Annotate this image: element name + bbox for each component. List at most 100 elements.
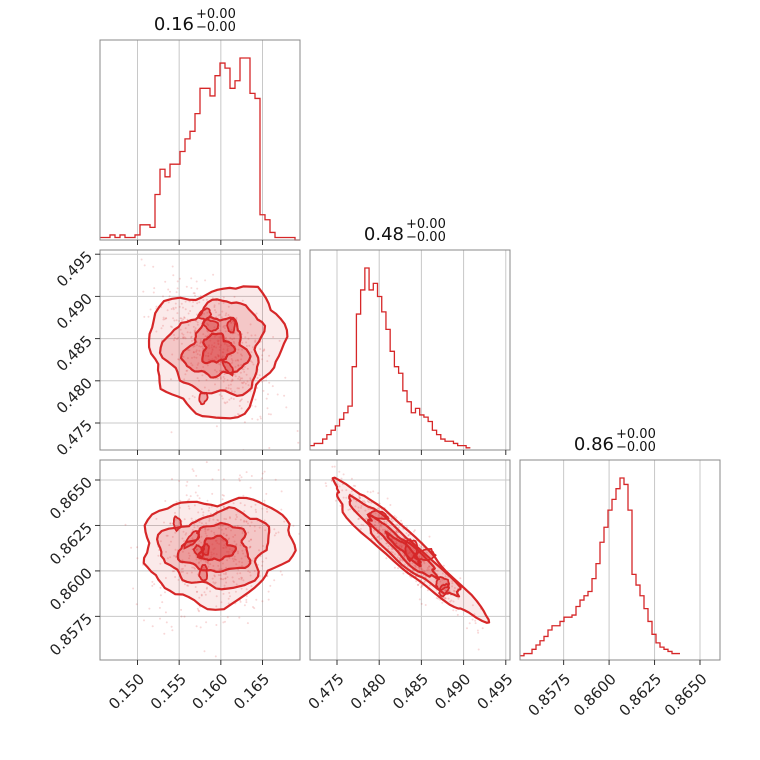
scatter-point: [360, 505, 363, 507]
scatter-point: [262, 350, 265, 352]
scatter-point: [136, 546, 139, 549]
scatter-point: [198, 345, 201, 348]
scatter-point: [200, 522, 203, 525]
scatter-point: [237, 377, 240, 380]
scatter-point: [399, 544, 401, 547]
scatter-point: [225, 343, 228, 346]
scatter-point: [212, 345, 215, 348]
scatter-point: [190, 287, 193, 289]
scatter-point: [166, 309, 169, 312]
scatter-point: [215, 624, 218, 626]
scatter-point: [196, 313, 198, 316]
scatter-point: [222, 532, 225, 535]
x-tick-label-p1: 0.490: [431, 670, 474, 713]
scatter-point: [209, 563, 212, 566]
scatter-point: [179, 506, 181, 509]
scatter-point: [406, 549, 409, 552]
scatter-point: [261, 600, 264, 603]
scatter-point: [188, 300, 191, 303]
scatter-point: [182, 336, 185, 339]
scatter-point: [248, 344, 251, 347]
scatter-point: [235, 516, 238, 518]
scatter-point: [477, 631, 480, 634]
scatter-point: [207, 358, 210, 361]
scatter-point: [249, 545, 252, 548]
contour-level-2: [176, 521, 252, 573]
scatter-point: [177, 336, 180, 339]
scatter-point: [428, 584, 431, 587]
scatter-point: [217, 355, 220, 358]
scatter-point: [225, 528, 228, 530]
scatter-point: [214, 655, 217, 658]
scatter-point: [219, 524, 222, 527]
scatter-point: [263, 499, 266, 502]
scatter-point: [247, 384, 250, 387]
scatter-point: [214, 369, 216, 372]
scatter-point: [211, 577, 214, 580]
scatter-point: [198, 301, 201, 304]
scatter-point: [199, 341, 202, 344]
scatter-point: [268, 354, 271, 357]
scatter-point: [225, 534, 228, 537]
scatter-point: [174, 302, 177, 305]
scatter-point: [216, 542, 219, 544]
scatter-point: [354, 505, 357, 508]
scatter-point: [233, 558, 236, 561]
scatter-point: [223, 327, 226, 330]
scatter-point: [267, 393, 269, 396]
scatter-point: [395, 542, 398, 545]
scatter-point: [195, 356, 198, 359]
scatter-point: [237, 348, 240, 351]
scatter-point: [428, 565, 431, 568]
scatter-point: [195, 590, 198, 593]
scatter-point: [269, 584, 272, 587]
histogram-p0: [100, 57, 300, 241]
scatter-point: [239, 600, 242, 603]
scatter-point: [198, 521, 201, 523]
scatter-point: [243, 365, 246, 368]
scatter-point: [224, 620, 226, 623]
scatter-point: [253, 607, 256, 610]
scatter-point: [163, 318, 166, 321]
contour-island: [198, 391, 209, 406]
scatter-point: [236, 572, 239, 575]
scatter-point: [173, 336, 176, 339]
scatter-point: [149, 308, 152, 311]
scatter-point: [190, 335, 193, 338]
scatter-point: [231, 379, 234, 382]
scatter-point: [222, 505, 225, 508]
scatter-point: [191, 566, 194, 569]
scatter-point: [241, 549, 244, 552]
scatter-point: [374, 520, 377, 523]
scatter-point: [217, 362, 220, 365]
scatter-point: [400, 546, 403, 549]
scatter-point: [233, 295, 236, 298]
scatter-point: [160, 327, 163, 330]
scatter-point: [208, 519, 211, 522]
scatter-point: [180, 319, 183, 322]
scatter-point: [403, 554, 405, 557]
scatter-point: [172, 306, 175, 309]
panel-title-main: 0.86: [574, 434, 614, 455]
scatter-point: [204, 560, 207, 563]
scatter-point: [190, 362, 193, 365]
scatter-point: [414, 566, 417, 569]
scatter-point: [241, 577, 244, 579]
scatter-point: [241, 561, 244, 564]
scatter-point: [219, 377, 222, 380]
scatter-point: [242, 552, 245, 555]
contour-island: [413, 547, 437, 562]
scatter-point: [246, 400, 249, 403]
scatter-point: [436, 569, 439, 572]
scatter-point: [422, 560, 425, 563]
scatter-point: [231, 338, 234, 341]
scatter-point: [124, 523, 127, 526]
scatter-point: [402, 537, 405, 540]
scatter-point: [250, 334, 253, 337]
scatter-point: [192, 301, 195, 303]
scatter-point: [240, 587, 243, 590]
scatter-point: [207, 352, 210, 355]
scatter-point: [230, 354, 233, 357]
scatter-point: [229, 337, 232, 340]
scatter-point: [185, 532, 188, 535]
